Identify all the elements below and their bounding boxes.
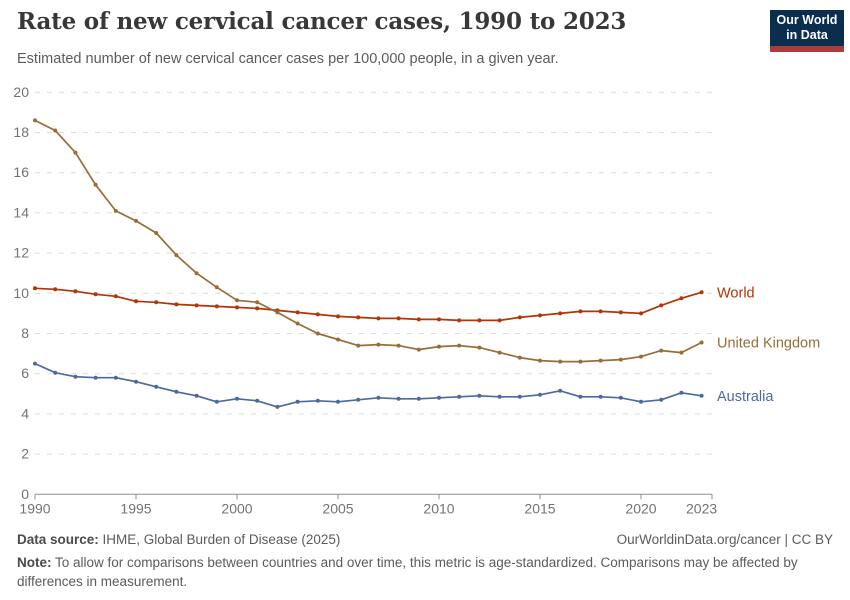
owid-logo-line1: Our World: [776, 13, 838, 27]
svg-text:18: 18: [13, 124, 29, 140]
data-source-text: Data source: IHME, Global Burden of Dise…: [17, 531, 340, 550]
svg-text:1995: 1995: [120, 500, 151, 516]
svg-text:2000: 2000: [221, 500, 252, 516]
series-label: World: [717, 285, 755, 301]
svg-text:4: 4: [21, 405, 29, 421]
svg-text:6: 6: [21, 365, 29, 381]
svg-text:1990: 1990: [19, 500, 50, 516]
chart-footer: Data source: IHME, Global Burden of Dise…: [17, 531, 833, 592]
svg-text:2015: 2015: [524, 500, 555, 516]
svg-text:2020: 2020: [625, 500, 656, 516]
data-source-label: Data source:: [17, 532, 99, 547]
chart-subtitle: Estimated number of new cervical cancer …: [17, 51, 559, 67]
owid-logo: Our World in Data: [770, 10, 844, 52]
data-source-value: IHME, Global Burden of Disease (2025): [98, 532, 341, 547]
x-axis-labels: 1990 1995 2000 2005 2010 2015 2020 2023: [19, 500, 717, 516]
x-axis: [34, 493, 713, 500]
svg-text:10: 10: [13, 285, 29, 301]
y-axis-labels: 0 2 4 6 8 10 12 14 16 18 20: [13, 84, 29, 502]
svg-text:16: 16: [13, 164, 29, 180]
page-title: Rate of new cervical cancer cases, 1990 …: [17, 8, 627, 35]
svg-text:20: 20: [13, 84, 29, 100]
series-label: Australia: [717, 389, 774, 405]
svg-text:8: 8: [21, 325, 29, 341]
svg-text:2005: 2005: [322, 500, 353, 516]
svg-text:2: 2: [21, 446, 29, 462]
series-united-kingdom: United Kingdom: [33, 118, 820, 364]
series-world: World: [33, 285, 755, 323]
gridlines: [35, 91, 712, 455]
svg-text:14: 14: [13, 204, 29, 220]
svg-text:0: 0: [21, 486, 29, 502]
svg-text:2023: 2023: [686, 500, 717, 516]
attribution-link[interactable]: OurWorldinData.org/cancer | CC BY: [616, 532, 833, 547]
series-label: United Kingdom: [717, 336, 820, 352]
note-text: Note: To allow for comparisons between c…: [17, 554, 833, 592]
owid-logo-line2: in Data: [786, 28, 828, 42]
note-label: Note:: [17, 554, 52, 570]
svg-text:2010: 2010: [423, 500, 454, 516]
svg-text:12: 12: [13, 245, 29, 261]
note-value: To allow for comparisons between countri…: [17, 554, 798, 589]
series-australia: Australia: [33, 361, 774, 409]
